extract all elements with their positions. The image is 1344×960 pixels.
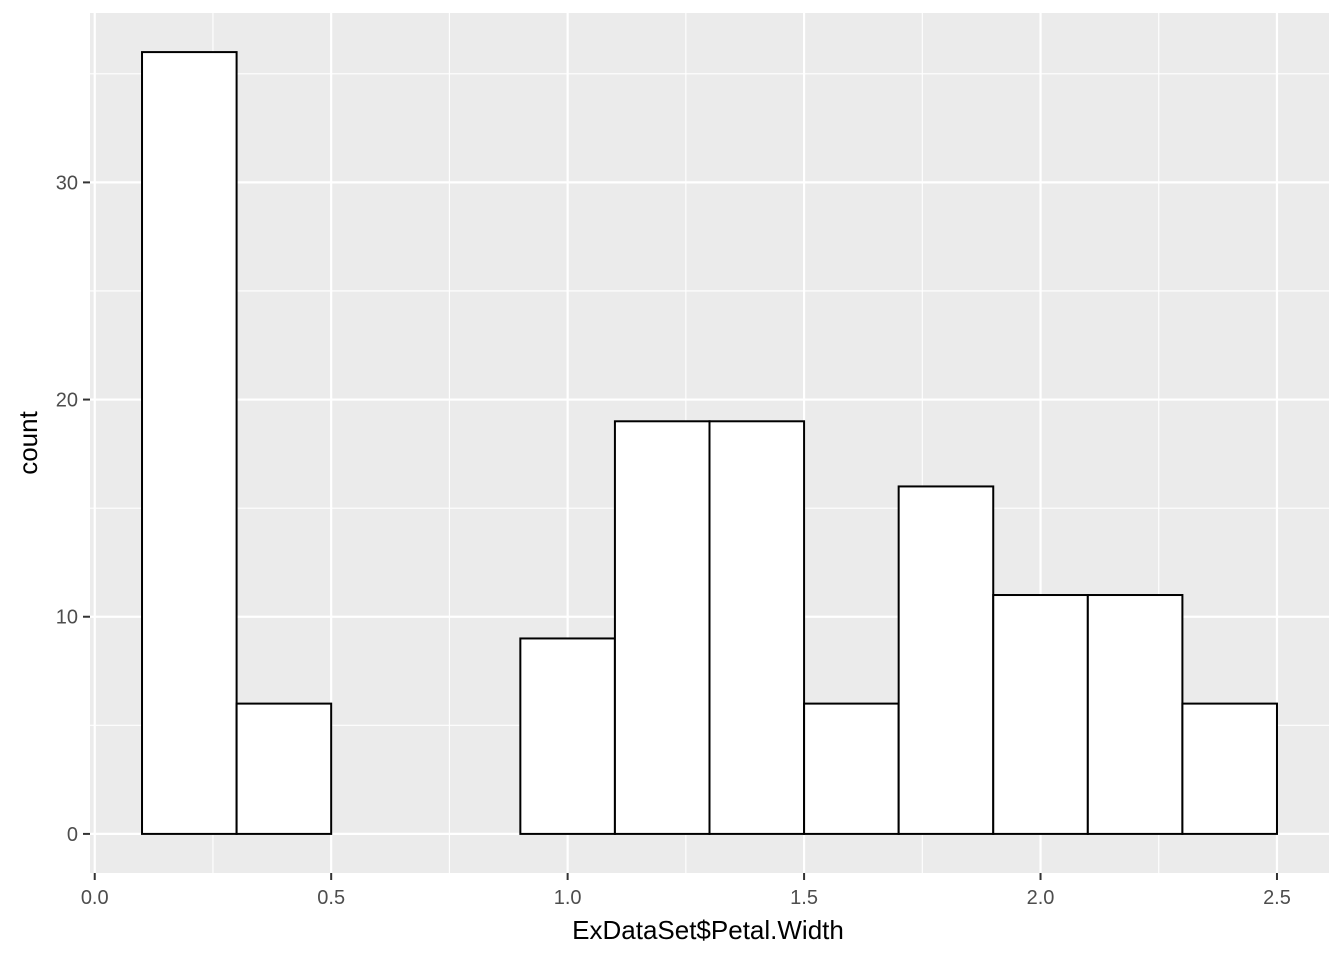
- histogram-bar: [141, 51, 238, 835]
- histogram-bar: [1086, 594, 1184, 835]
- histogram-bar: [1181, 702, 1278, 835]
- y-tick-label: 20: [56, 390, 78, 412]
- histogram-bar: [897, 485, 995, 835]
- histogram-bar: [803, 702, 900, 835]
- histogram-bar: [519, 637, 616, 835]
- x-tick-label: 1.0: [554, 887, 582, 909]
- histogram-bar: [992, 594, 1089, 835]
- y-axis-title: count: [13, 410, 43, 474]
- y-tick-label: 10: [56, 607, 78, 629]
- y-tick-label: 0: [67, 824, 78, 846]
- y-tick-label: 30: [56, 172, 78, 194]
- x-axis-ticks: 0.0 0.5 1.0 1.5 2.0 2.5: [81, 873, 1291, 909]
- histogram-bar: [613, 420, 711, 835]
- x-tick-label: 2.0: [1027, 887, 1055, 909]
- histogram-bar: [235, 702, 333, 835]
- y-axis-ticks: 0 10 20 30: [56, 172, 90, 846]
- histogram-bar: [708, 420, 806, 835]
- x-tick-label: 2.5: [1263, 887, 1291, 909]
- x-tick-label: 0.0: [81, 887, 109, 909]
- x-axis-title: ExDataSet$Petal.Width: [572, 915, 844, 945]
- histogram-bars: [141, 51, 1278, 835]
- x-tick-label: 1.5: [790, 887, 818, 909]
- x-tick-label: 0.5: [317, 887, 345, 909]
